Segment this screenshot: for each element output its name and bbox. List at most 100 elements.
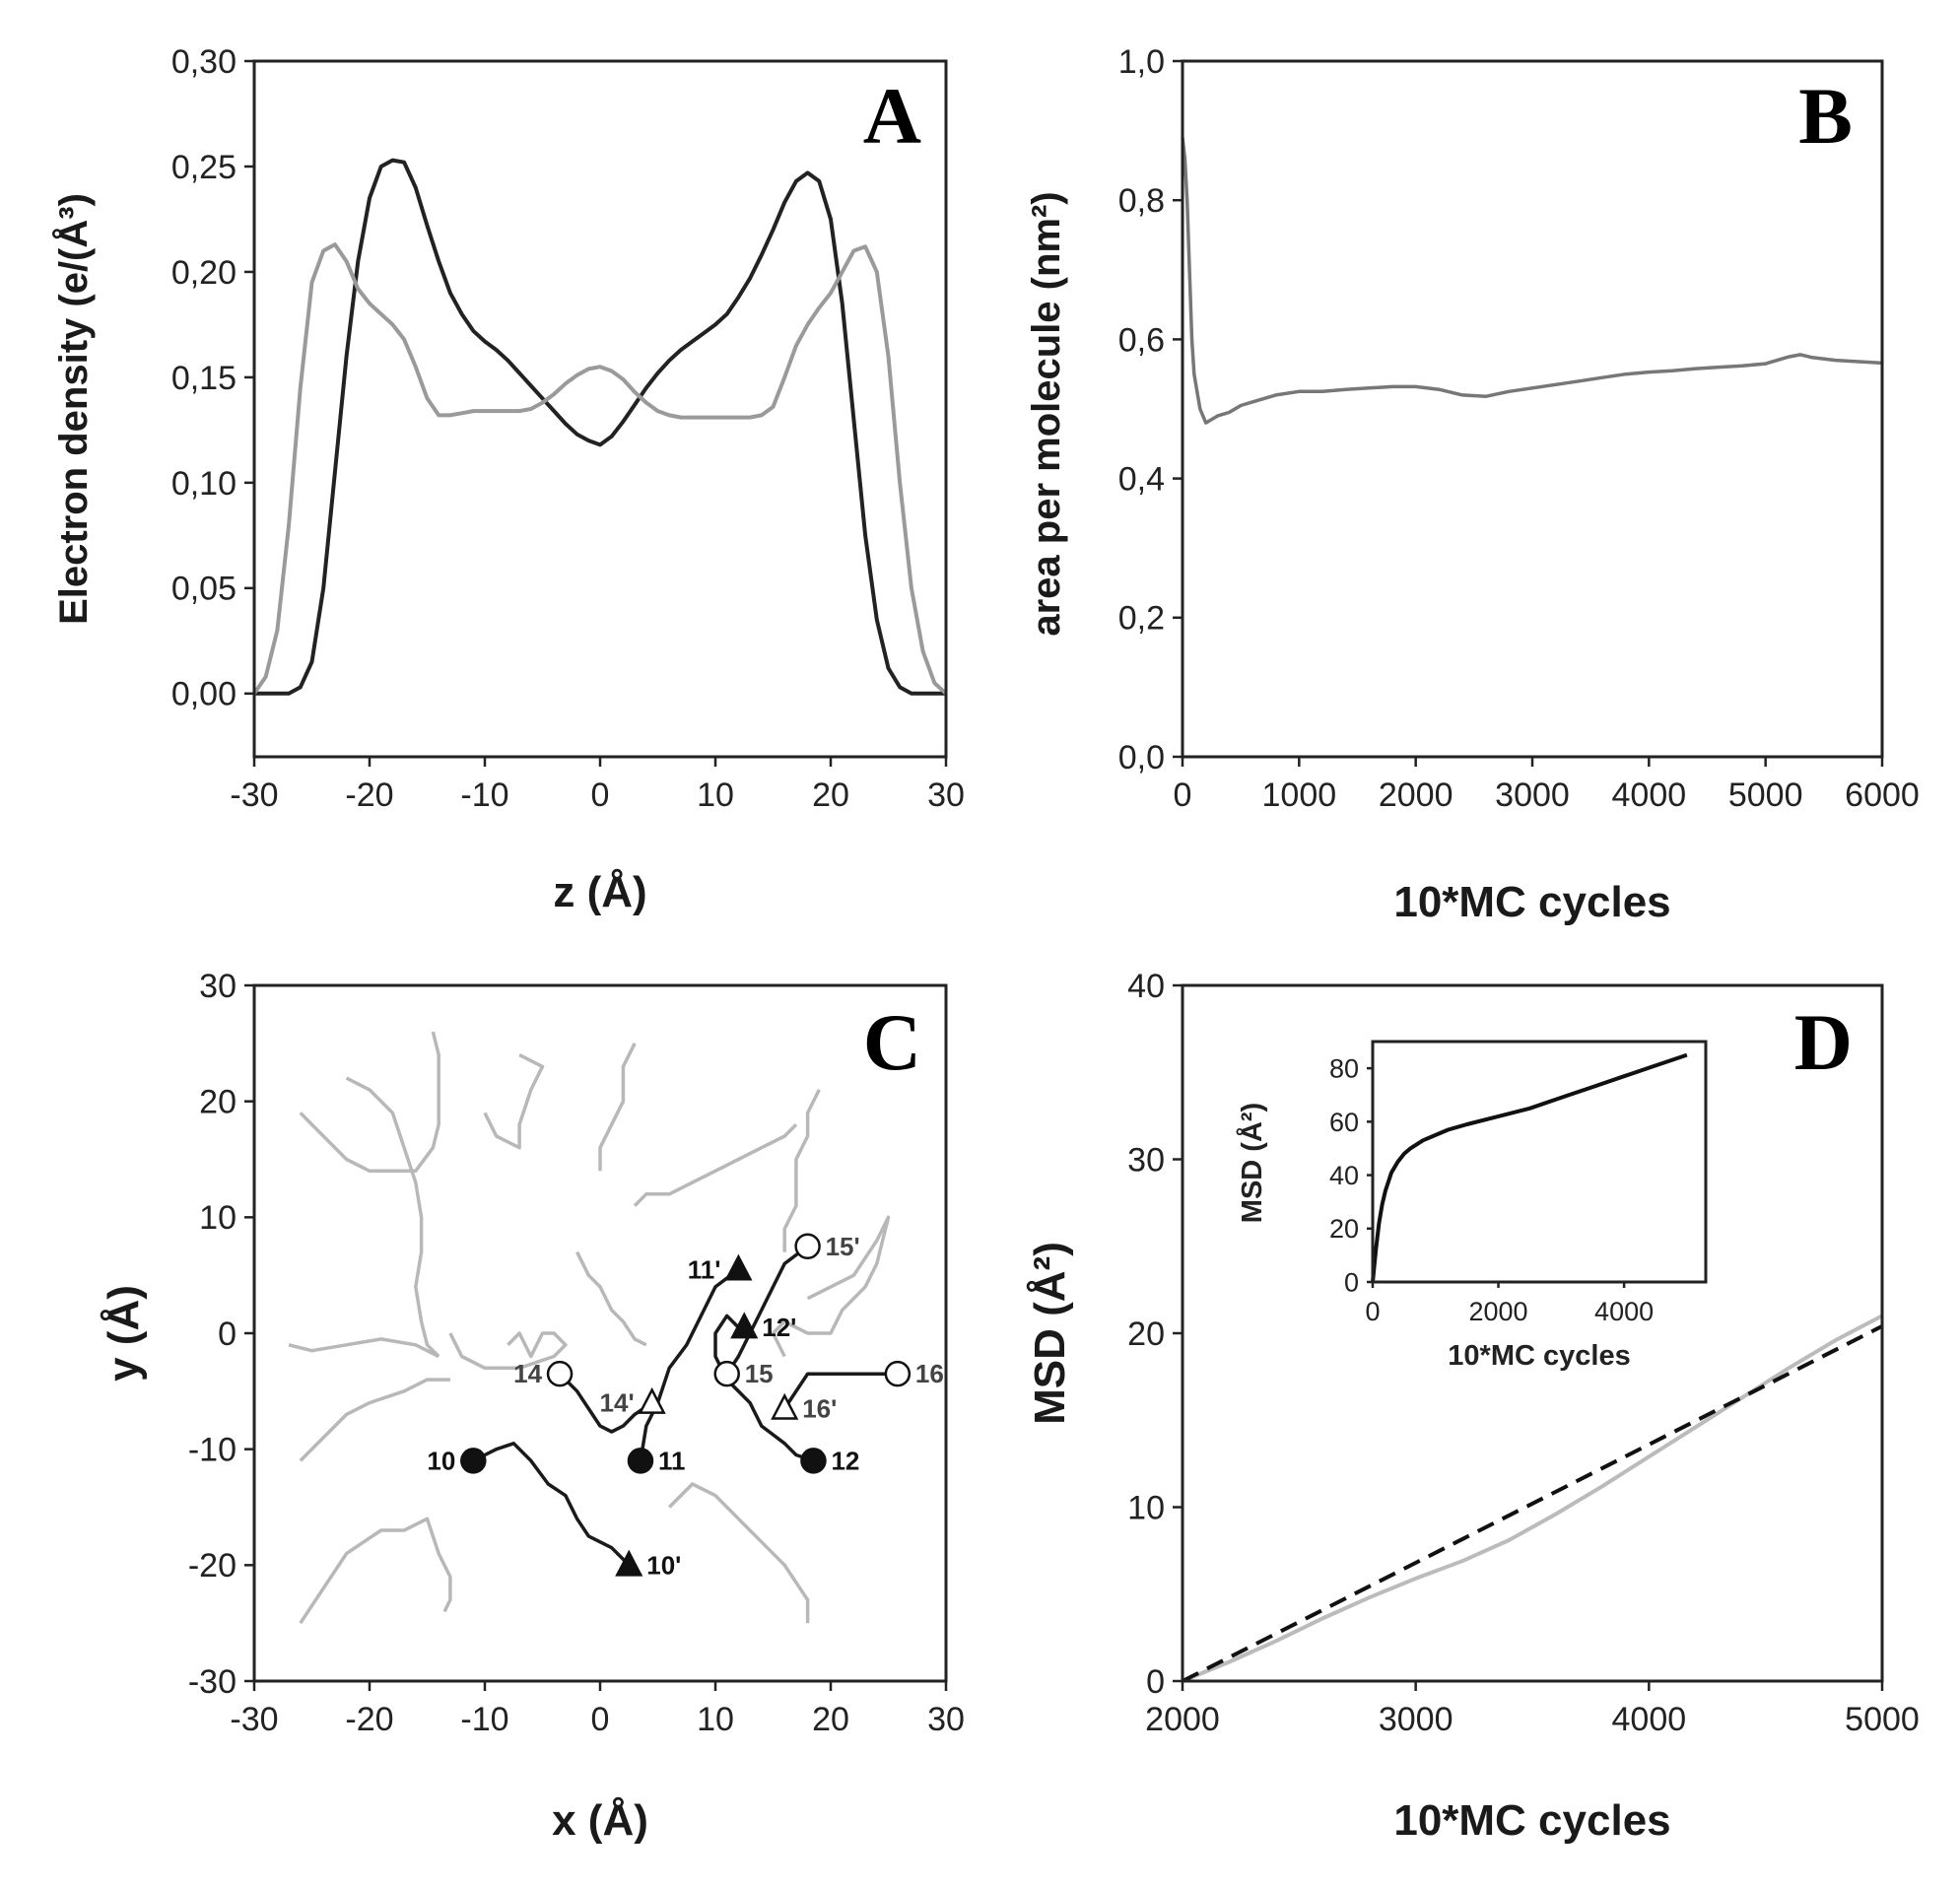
x-tick-label: -10 (460, 776, 508, 814)
series-line-dark (254, 158, 946, 696)
series-line-gray (252, 242, 948, 696)
x-tick-label: 2000 (1379, 776, 1453, 814)
marker-open-circle (546, 1360, 574, 1387)
x-tick-label: -10 (460, 1701, 508, 1738)
panel-b: 0 1000 2000 3000 4000 5000 6000 0,0 0,2 0,4 0,6 0,8… (1025, 43, 1920, 926)
marker-filled-circle (460, 1448, 487, 1474)
panel-letter-a: A (863, 71, 921, 161)
y-tick-label: 0,05 (171, 571, 237, 608)
x-tick-label: 3000 (1495, 776, 1570, 814)
x-tick-label: 1000 (1262, 776, 1337, 814)
gray-trajectory (575, 1250, 647, 1347)
marker-filled-triangle (615, 1549, 643, 1577)
marker-label: 11' (688, 1254, 721, 1284)
y-tick-label: 0,0 (1118, 739, 1165, 776)
x-tick-label: 5000 (1845, 1701, 1920, 1738)
marker-label: 14 (513, 1359, 542, 1388)
y-tick-label: 40 (1329, 1161, 1359, 1190)
x-tick-label: 10 (697, 1701, 734, 1738)
marker-label: 10' (646, 1550, 681, 1580)
marker-label: 12 (831, 1446, 859, 1475)
y-tick-label: 10 (199, 1199, 237, 1237)
gray-trajectory (288, 1337, 439, 1359)
gray-trajectory (345, 1076, 440, 1358)
y-tick-label: 40 (1127, 968, 1165, 1005)
marker-label: 10 (427, 1446, 455, 1475)
marker-filled-triangle (724, 1253, 753, 1281)
x-tick-label: 0 (591, 1701, 610, 1738)
y-tick-label: 20 (1329, 1214, 1359, 1244)
gray-trajectory (299, 1378, 450, 1462)
x-tick-label: -30 (230, 776, 278, 814)
y-tick-label: -30 (188, 1663, 237, 1701)
y-axis-label: MSD (Å²) (1026, 1242, 1074, 1425)
inset-x-axis-label: 10*MC cycles (1448, 1340, 1630, 1372)
y-axis-label: y (Å) (100, 1285, 148, 1382)
x-tick-label: 0 (1174, 776, 1192, 814)
y-tick-label: 0,6 (1118, 321, 1165, 359)
panel-c: 10 11 12 10' 11' 12' 14 15 16 14' 15' 16' -30 -20 -10 0… (100, 968, 965, 1845)
plot-frame (1181, 983, 1884, 1683)
marker-label: 16 (915, 1359, 944, 1388)
marker-open-circle (713, 1360, 740, 1387)
y-tick-label: 0,00 (171, 676, 237, 713)
y-tick-label: 0,25 (171, 149, 237, 186)
y-axis-label: area per molecule (nm²) (1025, 191, 1068, 636)
y-tick-label: 30 (1127, 1141, 1165, 1179)
x-axis-label: 10*MC cycles (1393, 878, 1670, 926)
black-trajectory (639, 1267, 740, 1461)
y-tick-label: 0,8 (1118, 182, 1165, 220)
marker-open-triangle (638, 1386, 666, 1414)
x-tick-label: -20 (345, 776, 393, 814)
marker-filled-circle (627, 1448, 654, 1474)
y-tick-label: 0 (1344, 1267, 1359, 1297)
x-tick-label: 20 (812, 776, 849, 814)
x-tick-label: 30 (927, 776, 965, 814)
plot-frame (1181, 59, 1884, 759)
gray-trajectory (299, 1517, 452, 1625)
black-trajectory (713, 1314, 815, 1463)
y-tick-label: 0,2 (1118, 600, 1165, 638)
panel-letter-d: D (1794, 997, 1853, 1087)
y-tick-label: 0,30 (171, 43, 237, 81)
y-tick-label: 20 (1127, 1316, 1165, 1353)
y-tick-label: 30 (199, 968, 237, 1005)
series-line-area (1181, 137, 1883, 425)
panel-letter-c: C (863, 997, 921, 1087)
x-tick-label: 30 (927, 1701, 965, 1738)
black-trajectory (725, 1245, 809, 1376)
inset-chart: 0 2000 4000 0 20 40 60 80 10*MC cycles MSD (Å²) (1236, 1040, 1708, 1372)
gray-trajectory (299, 1031, 440, 1174)
x-axis-label: 10*MC cycles (1393, 1796, 1670, 1845)
y-tick-label: 0 (218, 1316, 237, 1353)
gray-trajectory (633, 1122, 798, 1207)
y-tick-label: 0,15 (171, 360, 237, 397)
x-tick-label: 2000 (1145, 1701, 1220, 1738)
x-tick-label: 0 (591, 776, 610, 814)
y-tick-label: 80 (1329, 1054, 1359, 1084)
gray-trajectory (667, 1482, 810, 1624)
y-tick-label: 0,4 (1118, 461, 1165, 499)
inset-series-line (1371, 1052, 1688, 1283)
x-tick-label: 4000 (1612, 1701, 1687, 1738)
y-tick-label: 0 (1146, 1663, 1165, 1701)
x-tick-label: 10 (697, 776, 734, 814)
black-trajectory (558, 1372, 653, 1434)
marker-label: 14' (600, 1388, 635, 1418)
marker-filled-triangle (730, 1312, 759, 1339)
x-tick-label: 4000 (1594, 1297, 1654, 1326)
plot-frame (252, 59, 948, 759)
marker-open-circle (794, 1233, 821, 1259)
x-tick-label: 20 (812, 1701, 849, 1738)
y-tick-label: 10 (1127, 1489, 1165, 1526)
gray-trajectory (771, 1215, 891, 1358)
black-trajectory (782, 1372, 898, 1410)
y-axis-label: MSD (Å²) (1236, 1103, 1268, 1223)
marker-open-triangle (771, 1392, 799, 1420)
y-tick-label: 1,0 (1118, 43, 1165, 81)
panel-letter-b: B (1798, 71, 1853, 161)
marker-label: 11 (658, 1446, 686, 1475)
y-tick-label: 60 (1329, 1108, 1359, 1137)
gray-trajectory (448, 1331, 568, 1371)
